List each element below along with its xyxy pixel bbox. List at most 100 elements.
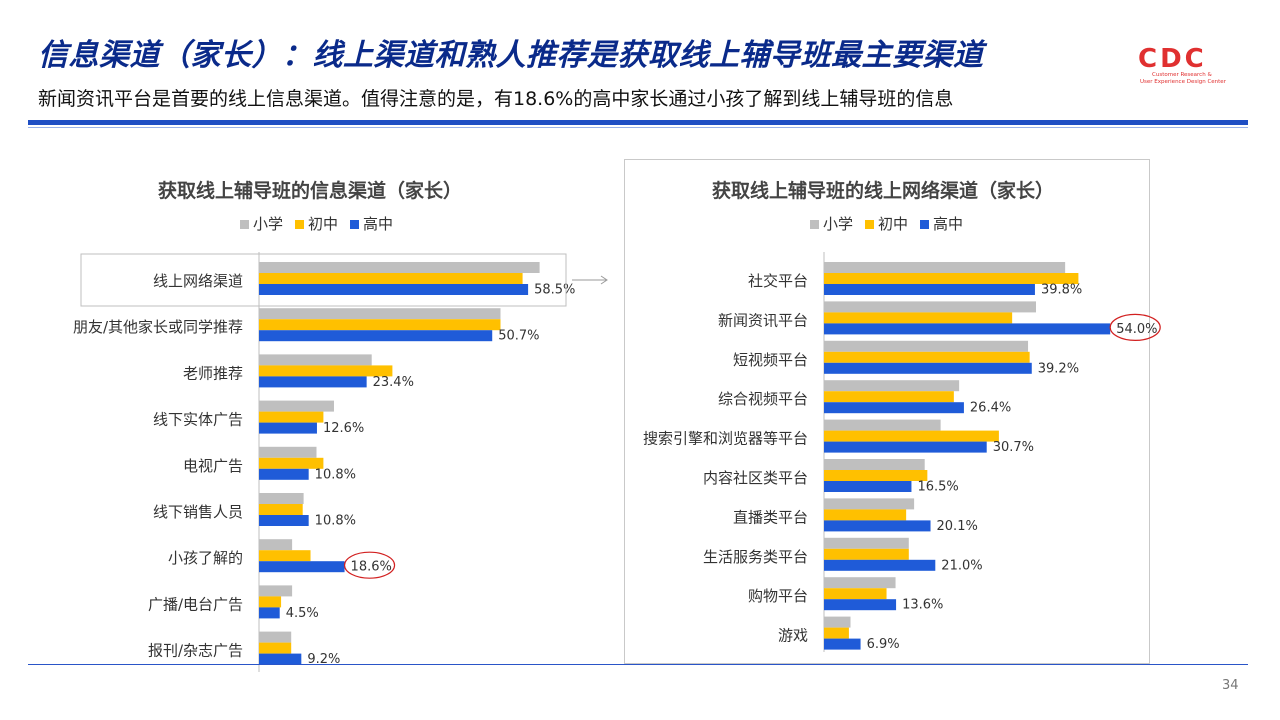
- chart-1-category-label: 线下销售人员: [153, 503, 243, 521]
- chart-1-bar-初中: [259, 596, 282, 608]
- chart-2-bar-初中: [824, 430, 999, 442]
- chart-1-data-label: 50.7%: [498, 329, 539, 344]
- chart-2-bar-小学: [824, 340, 1029, 352]
- chart-2-category-label: 搜索引擎和浏览器等平台: [643, 430, 808, 448]
- chart-2-bar-初中: [824, 273, 1079, 284]
- chart-1-data-label: 58.5%: [534, 283, 575, 298]
- chart-1-bar-高中: [259, 515, 309, 526]
- chart-2-category-label: 购物平台: [748, 587, 808, 605]
- chart-1-bar-初中: [259, 411, 324, 423]
- chart-2-bar-高中: [824, 638, 861, 650]
- chart-1-bar-小学: [259, 631, 292, 643]
- chart-1-bar-初中: [259, 642, 292, 654]
- chart-1-highlight-ellipse: [343, 551, 396, 579]
- chart-1-category-label: 老师推荐: [183, 364, 243, 382]
- chart-2-bar-初中: [824, 312, 1013, 324]
- logo-mark: CDC: [1138, 44, 1207, 74]
- chart-1-bar-初中: [259, 550, 311, 562]
- chart-2-bar-高中: [824, 284, 1035, 295]
- header-divider: [28, 120, 1248, 125]
- chart-2-bar-高中: [824, 323, 1111, 335]
- chart-2-bar-高中: [824, 559, 936, 571]
- chart-2-data-label: 30.7%: [993, 440, 1034, 455]
- chart-2-data-label: 39.2%: [1038, 361, 1079, 376]
- cdc-logo: CDC Customer Research & User Experience …: [1138, 46, 1230, 90]
- chart-2-bar-小学: [824, 577, 896, 589]
- chart-2-bar-初中: [824, 548, 909, 560]
- chart-2-category-label: 直播类平台: [733, 508, 808, 526]
- chart-2-bar-初中: [824, 509, 907, 521]
- chart-2-category-label: 短视频平台: [733, 351, 808, 369]
- chart-1-bar-初中: [259, 504, 303, 515]
- chart-1-category-label: 线下实体广告: [153, 411, 243, 429]
- chart-2-category-label: 生活服务类平台: [703, 548, 808, 566]
- chart-1-bar-高中: [259, 561, 345, 573]
- chart-2-bar-高中: [824, 362, 1032, 374]
- chart-1-bar-初中: [259, 365, 393, 377]
- chart-2-data-label: 6.9%: [867, 637, 900, 652]
- chart-2-data-label: 39.8%: [1041, 283, 1082, 298]
- chart-1-bar-小学: [259, 585, 293, 597]
- chart-1-bar-高中: [259, 653, 302, 665]
- chart-2-bar-小学: [824, 459, 925, 470]
- page-number: 34: [1222, 678, 1239, 693]
- chart-2-bar-小学: [824, 262, 1066, 273]
- chart-2-bar-小学: [824, 419, 941, 431]
- chart-2-bar-小学: [824, 380, 960, 392]
- chart-1-legend-label: 小学: [253, 215, 283, 233]
- chart-1-legend-swatch: [295, 220, 304, 229]
- page-subtitle: 新闻资讯平台是首要的线上信息渠道。值得注意的是，有18.6%的高中家长通过小孩了…: [38, 88, 954, 110]
- chart-1-legend-label: 初中: [308, 215, 338, 233]
- chart-2-bar-高中: [824, 481, 912, 492]
- chart-1-legend-label: 高中: [363, 215, 393, 233]
- chart-1-category-label: 广播/电台广告: [148, 595, 243, 613]
- chart-1-bar-小学: [259, 308, 501, 320]
- connector-arrow-head: [600, 275, 608, 285]
- chart-2-bar-小学: [824, 498, 915, 510]
- chart-1-bar-小学: [259, 539, 293, 551]
- chart-1-data-label: 4.5%: [286, 606, 319, 621]
- chart-2-legend-label: 小学: [823, 215, 853, 233]
- chart-2-legend-swatch: [865, 220, 874, 229]
- chart-2-category-label: 内容社区类平台: [703, 469, 808, 487]
- chart-2-bar-小学: [824, 537, 909, 549]
- chart-1-bar-小学: [259, 262, 540, 273]
- chart-2-data-label: 16.5%: [917, 480, 958, 495]
- chart-2-highlight-ellipse: [1109, 313, 1161, 341]
- chart-2-bar-初中: [824, 391, 954, 403]
- chart-1-legend-swatch: [240, 220, 249, 229]
- chart-1-bar-高中: [259, 422, 317, 434]
- chart-1-bar-初中: [259, 457, 324, 469]
- chart-2-bar-高中: [824, 599, 897, 611]
- chart-1-bar-高中: [259, 376, 367, 388]
- chart-2-legend-swatch: [920, 220, 929, 229]
- chart-2-bar-高中: [824, 441, 987, 453]
- chart-1-data-label: 9.2%: [307, 652, 340, 667]
- footer-divider: [28, 664, 1248, 665]
- chart-2-category-label: 新闻资讯平台: [718, 311, 808, 329]
- logo-tagline-1: Customer Research &: [1152, 72, 1212, 78]
- chart-1-bar-小学: [259, 493, 304, 504]
- chart-2-category-label: 游戏: [778, 627, 808, 645]
- chart-2-legend-label: 初中: [878, 215, 908, 233]
- chart-1-data-label: 12.6%: [323, 421, 364, 436]
- chart-1-legend-swatch: [350, 220, 359, 229]
- chart-1-bar-小学: [259, 400, 334, 412]
- chart-2-bar-初中: [824, 470, 928, 481]
- chart-2-bar-高中: [824, 402, 964, 414]
- chart-2-data-label: 26.4%: [970, 401, 1011, 416]
- chart-2-data-label: 21.0%: [941, 558, 982, 573]
- header-divider-thin: [28, 127, 1248, 128]
- chart-1-bar-高中: [259, 284, 529, 295]
- chart-1-bar-初中: [259, 273, 523, 284]
- chart-1-bar-小学: [259, 446, 317, 458]
- chart-2-bar-初中: [824, 627, 849, 639]
- chart-1-data-label: 18.6%: [351, 560, 392, 575]
- chart-2-bar-高中: [824, 520, 931, 532]
- chart-2-legend-swatch: [810, 220, 819, 229]
- chart-1-focus-box: [80, 253, 567, 307]
- chart-2-legend-label: 高中: [933, 215, 963, 233]
- chart-1-data-label: 23.4%: [373, 375, 414, 390]
- chart-1-bar-高中: [259, 468, 309, 480]
